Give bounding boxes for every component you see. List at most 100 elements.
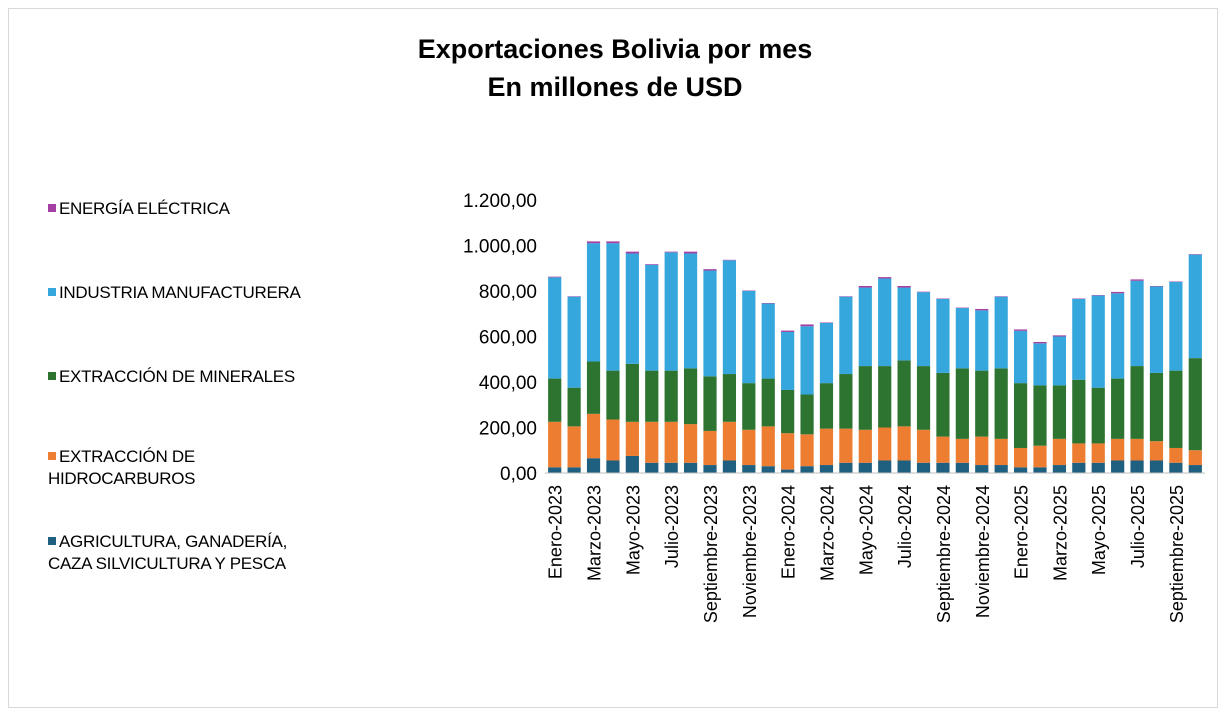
bar-segment bbox=[1033, 445, 1047, 468]
legend-swatch bbox=[48, 372, 56, 380]
bar-segment bbox=[800, 434, 814, 467]
bar-segment bbox=[1188, 450, 1202, 466]
y-tick-label: 1.000,00 bbox=[463, 237, 537, 258]
chart-subtitle: En millones de USD bbox=[487, 72, 742, 102]
bar-segment bbox=[994, 438, 1008, 466]
bar-segment bbox=[975, 436, 989, 466]
bar-segment bbox=[800, 466, 814, 473]
x-tick-label: Enero-2024 bbox=[779, 485, 799, 579]
bar-segment bbox=[1091, 443, 1105, 463]
bar-segment bbox=[1130, 438, 1144, 461]
bar-segment bbox=[625, 421, 639, 456]
bar-segment bbox=[645, 421, 659, 463]
x-tick-label: Marzo-2024 bbox=[817, 485, 837, 581]
bar-segment bbox=[645, 370, 659, 422]
bar-segment bbox=[1072, 379, 1086, 444]
bar-segment bbox=[878, 366, 892, 428]
bar-segment bbox=[839, 296, 853, 375]
bar-segment bbox=[625, 253, 639, 364]
bar-segment bbox=[722, 260, 737, 375]
chart-title: Exportaciones Bolivia por mes bbox=[418, 34, 813, 64]
bar-segment bbox=[975, 370, 989, 437]
bar-segment bbox=[722, 460, 737, 473]
bar-segment bbox=[800, 324, 814, 327]
bar-segment bbox=[1111, 291, 1125, 294]
bar-segment bbox=[703, 270, 717, 377]
bar-segment bbox=[878, 277, 892, 279]
bar-segment bbox=[1072, 462, 1086, 473]
bar-segment bbox=[916, 366, 931, 430]
bar-segment bbox=[625, 455, 639, 473]
bar-segment bbox=[955, 368, 969, 439]
bar-segment bbox=[1033, 341, 1047, 344]
bar-segment bbox=[955, 308, 969, 369]
bar-segment bbox=[1013, 467, 1028, 473]
bar-segment bbox=[625, 363, 639, 422]
bar-segment bbox=[1072, 298, 1086, 380]
bar-segment bbox=[548, 467, 562, 473]
bar-segment bbox=[839, 462, 853, 473]
bar-segment bbox=[839, 374, 853, 429]
bar-segment bbox=[858, 462, 872, 473]
legend-item: ENERGÍA ELÉCTRICA bbox=[48, 198, 230, 220]
chart-frame bbox=[8, 8, 1218, 708]
bar-segment bbox=[625, 251, 639, 254]
bar-segment bbox=[1052, 385, 1067, 439]
bar-segment bbox=[878, 460, 892, 473]
x-tick-label: Julio-2025 bbox=[1128, 485, 1148, 568]
bar-segment bbox=[1149, 372, 1164, 442]
bar-segment bbox=[955, 462, 969, 473]
bar-segment bbox=[975, 308, 989, 311]
bar-segment bbox=[1130, 280, 1144, 367]
bar-segment bbox=[1072, 443, 1086, 463]
bar-segment bbox=[1188, 358, 1202, 451]
y-tick-label: 1.200,00 bbox=[463, 191, 537, 212]
bar-segment bbox=[936, 298, 950, 373]
bar-segment bbox=[1091, 295, 1105, 388]
x-tick-label: Mayo-2025 bbox=[1089, 485, 1109, 575]
bar-segment bbox=[1013, 447, 1028, 468]
bar-segment bbox=[1052, 336, 1067, 386]
bar-segment bbox=[878, 427, 892, 461]
bar-segment bbox=[1033, 467, 1047, 473]
bar-segment bbox=[586, 413, 601, 459]
bar-segment bbox=[936, 372, 950, 437]
legend-swatch bbox=[48, 452, 56, 460]
legend-label: AGRICULTURA, GANADERÍA, CAZA SILVICULTUR… bbox=[48, 532, 287, 573]
legend-label: INDUSTRIA MANUFACTURERA bbox=[59, 283, 301, 302]
bar-segment bbox=[567, 387, 581, 427]
legend-item: EXTRACCIÓN DE MINERALES bbox=[48, 366, 295, 388]
bar-segment bbox=[1130, 460, 1144, 473]
bar-segment bbox=[858, 287, 872, 367]
y-tick-label: 800,00 bbox=[479, 282, 537, 303]
bar-segment bbox=[897, 360, 911, 427]
bar-segment bbox=[683, 424, 698, 463]
bar-segment bbox=[800, 326, 814, 395]
bar-segment bbox=[1052, 465, 1067, 473]
bar-segment bbox=[781, 469, 795, 473]
bar-segment bbox=[878, 278, 892, 367]
bar-segment bbox=[645, 462, 659, 473]
y-tick-label: 0,00 bbox=[500, 464, 537, 485]
bar-segment bbox=[1111, 293, 1125, 379]
bar-segment bbox=[858, 285, 872, 288]
bar-segment bbox=[975, 310, 989, 371]
x-tick-label: Mayo-2023 bbox=[623, 485, 643, 575]
x-tick-label: Mayo-2024 bbox=[856, 485, 876, 575]
bar-segment bbox=[742, 429, 756, 466]
bar-segment bbox=[916, 429, 931, 463]
bar-segment bbox=[994, 465, 1008, 473]
bar-segment bbox=[1188, 465, 1202, 473]
bar-segment bbox=[1052, 438, 1067, 466]
bar-segment bbox=[1111, 460, 1125, 473]
bar-segment bbox=[761, 426, 775, 467]
bar-segment bbox=[664, 421, 678, 463]
bar-segment bbox=[897, 287, 911, 361]
bar-segment bbox=[819, 465, 834, 473]
bar-segment bbox=[800, 394, 814, 435]
bar-segment bbox=[975, 465, 989, 473]
bar-segment bbox=[683, 253, 698, 369]
x-tick-label: Marzo-2025 bbox=[1050, 485, 1070, 581]
bar-segment bbox=[1091, 387, 1105, 444]
